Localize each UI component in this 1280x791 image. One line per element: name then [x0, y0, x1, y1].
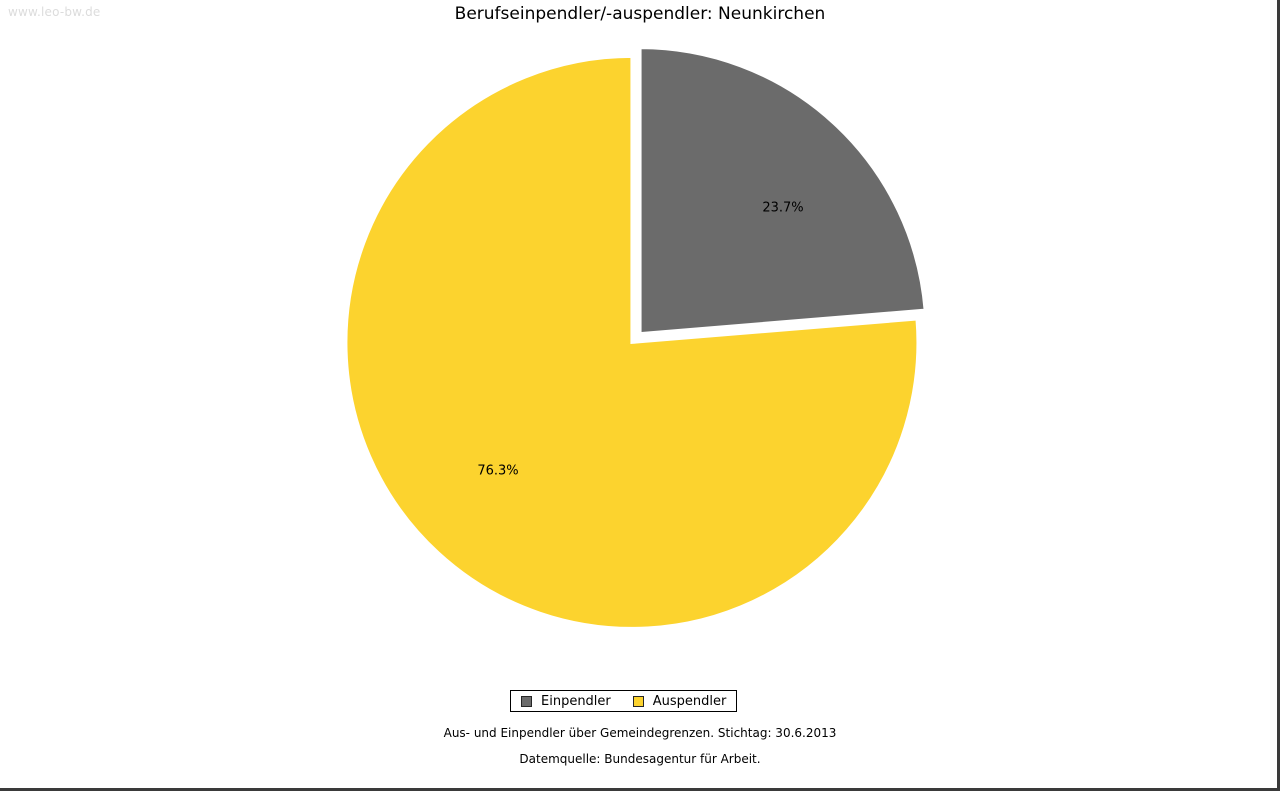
pie-slice-label-auspendler: 76.3% [477, 463, 519, 479]
legend-item-label: Einpendler [541, 693, 611, 709]
footnote-source: Datemquelle: Bundesagentur für Arbeit. [519, 752, 761, 766]
legend-item-einpendler[interactable]: Einpendler [521, 694, 611, 709]
pie-chart-svg [344, 46, 927, 630]
legend: Einpendler Auspendler [510, 690, 738, 712]
footnote-coverage: Aus- und Einpendler über Gemeindegrenzen… [443, 726, 837, 740]
square-swatch-icon-einpendler [521, 695, 532, 707]
page-title: Berufseinpendler/-auspendler: Neunkirche… [454, 4, 826, 24]
pie-slice-label-einpendler: 23.7% [762, 200, 804, 216]
pie-chart: 23.7% 76.3% [344, 46, 927, 630]
legend-item-auspendler[interactable]: Auspendler [632, 693, 727, 709]
pie-slice-einpendler[interactable] [638, 46, 927, 336]
pie-slice-auspendler[interactable] [344, 54, 920, 630]
site-watermark: www.leo-bw.de [8, 5, 101, 19]
square-swatch-icon-auspendler [632, 695, 644, 707]
legend-item-label: Auspendler [652, 693, 727, 709]
